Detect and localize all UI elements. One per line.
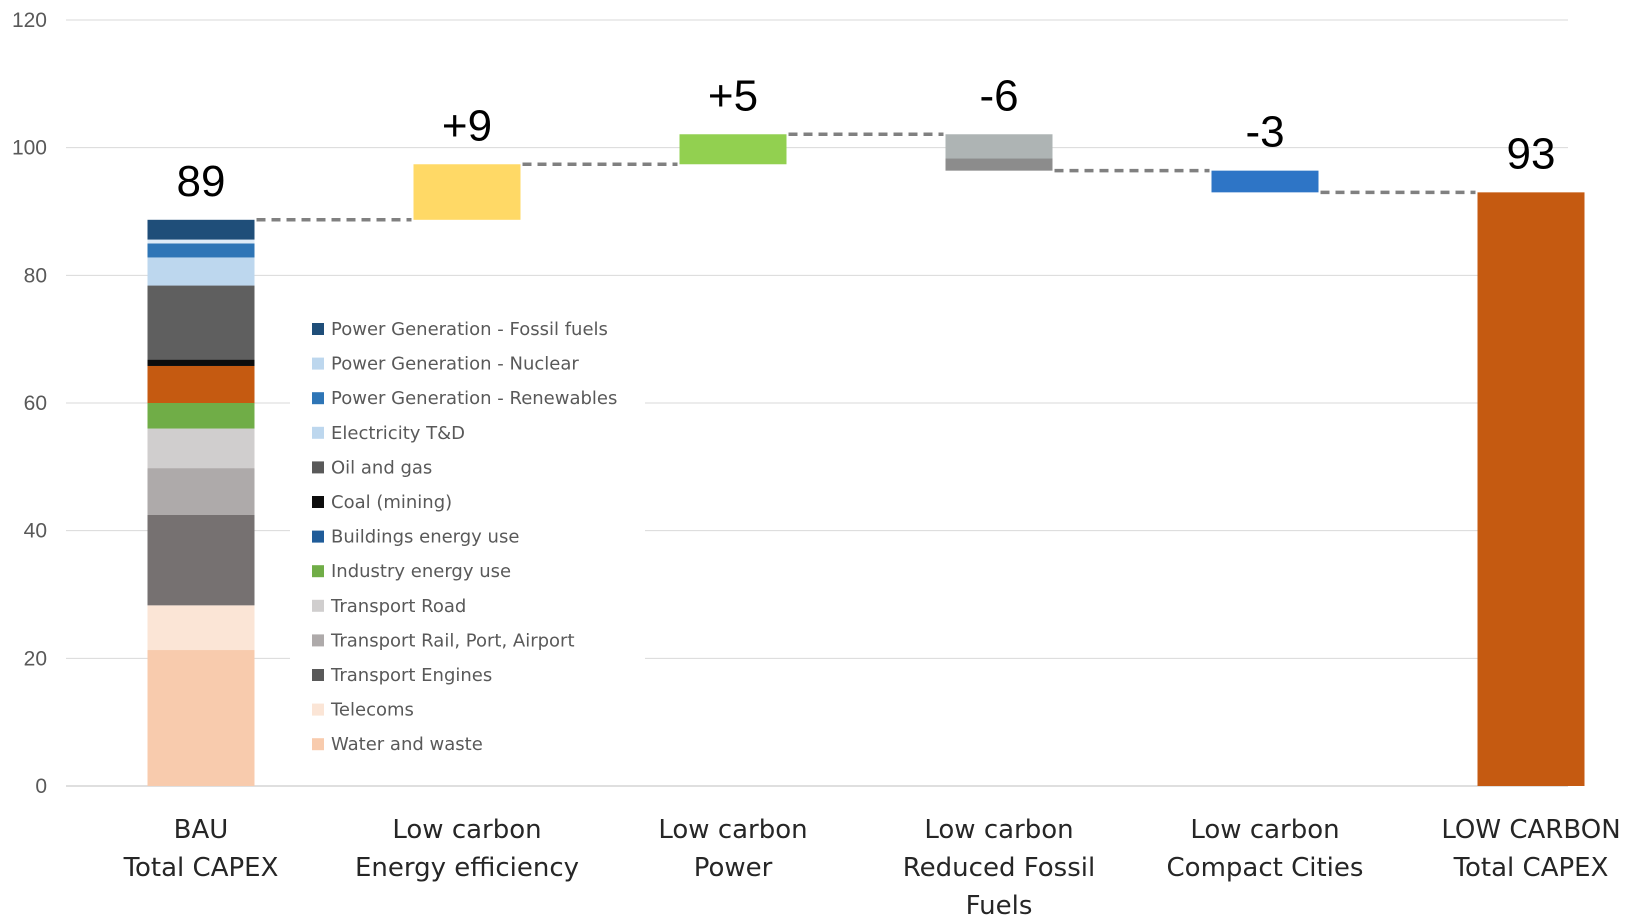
legend-label: Telecoms — [330, 700, 414, 721]
category-label: Compact Cities — [1167, 853, 1364, 883]
waterfall-step-bar — [679, 134, 787, 165]
bau-stack-segment — [147, 285, 255, 360]
bau-stack-segment — [147, 359, 255, 366]
bau-stack-segment — [147, 428, 255, 469]
bars — [147, 134, 1585, 787]
legend-label: Oil and gas — [331, 457, 432, 478]
category-label: Energy efficiency — [355, 853, 579, 883]
legend: Power Generation - Fossil fuels Power Gen… — [290, 305, 645, 765]
data-labels: 89 +9 +5 -6 -3 93 — [177, 71, 1556, 206]
data-label: +9 — [442, 101, 492, 150]
legend-label: Power Generation - Nuclear — [331, 354, 579, 375]
y-tick-label: 20 — [24, 647, 47, 670]
category-label: LOW CARBON — [1441, 815, 1620, 845]
category-label: Fuels — [966, 891, 1033, 920]
category-label: Total CAPEX — [123, 853, 279, 883]
bau-stack-segment — [147, 219, 255, 240]
waterfall-step-bar — [945, 158, 1053, 171]
y-tick-label: 100 — [12, 137, 47, 160]
legend-swatch — [312, 461, 324, 474]
legend-label: Power Generation - Fossil fuels — [331, 319, 608, 340]
category-label: Low carbon — [924, 815, 1073, 845]
category-label: Low carbon — [392, 815, 541, 845]
legend-swatch — [312, 703, 324, 716]
legend-swatch — [312, 426, 324, 439]
y-tick-label: 40 — [24, 520, 47, 543]
legend-swatch — [312, 530, 324, 543]
legend-swatch — [312, 565, 324, 578]
bau-stack-segment — [147, 468, 255, 515]
x-axis-categories: BAU Total CAPEX Low carbon Energy efficienc… — [123, 815, 1621, 920]
legend-label: Power Generation - Renewables — [331, 388, 617, 409]
legend-swatch — [312, 669, 324, 681]
legend-swatch — [312, 599, 324, 612]
legend-label: Buildings energy use — [331, 527, 519, 548]
data-label: 89 — [177, 157, 226, 206]
category-label: Power — [694, 853, 773, 883]
data-label: 93 — [1507, 129, 1556, 178]
legend-label: Transport Rail, Port, Airport — [330, 630, 575, 651]
data-label: +5 — [708, 71, 758, 120]
bau-stack-segment — [147, 403, 255, 429]
bau-stack-segment — [147, 605, 255, 651]
waterfall-step-bar — [945, 134, 1053, 159]
y-tick-label: 60 — [24, 392, 47, 415]
waterfall-step-bar — [413, 164, 521, 220]
legend-label: Water and waste — [331, 734, 483, 755]
legend-swatch — [312, 738, 324, 751]
legend-background — [290, 305, 645, 765]
connectors — [256, 132, 1476, 222]
bau-stack-segment — [147, 239, 255, 244]
legend-label: Industry energy use — [331, 561, 511, 582]
total-bar — [1477, 192, 1585, 787]
legend-swatch — [312, 323, 324, 335]
bau-stack-segment — [147, 650, 255, 786]
waterfall-step-bar — [1211, 170, 1319, 193]
legend-label: Coal (mining) — [331, 492, 452, 513]
category-label: Low carbon — [658, 815, 807, 845]
y-axis-ticks: 0 20 40 60 80 100 120 — [12, 9, 47, 798]
legend-label: Transport Road — [330, 596, 466, 617]
y-tick-label: 120 — [12, 9, 47, 32]
data-label: -3 — [1245, 108, 1284, 157]
legend-label: Electricity T&D — [331, 423, 465, 444]
category-label: BAU — [174, 815, 229, 845]
legend-swatch — [312, 496, 324, 508]
bau-stack-segment — [147, 365, 255, 403]
y-tick-label: 80 — [24, 264, 47, 287]
category-label: Total CAPEX — [1453, 853, 1609, 883]
legend-swatch — [312, 357, 324, 370]
bau-stack-segment — [147, 514, 255, 606]
bau-stack-segment — [147, 243, 255, 258]
category-label: Low carbon — [1190, 815, 1339, 845]
y-tick-label: 0 — [35, 775, 47, 798]
category-label: Reduced Fossil — [903, 853, 1095, 883]
data-label: -6 — [979, 71, 1018, 120]
legend-swatch — [312, 392, 324, 405]
bau-stack-segment — [147, 257, 255, 286]
legend-swatch — [312, 634, 324, 647]
legend-label: Transport Engines — [330, 665, 492, 686]
